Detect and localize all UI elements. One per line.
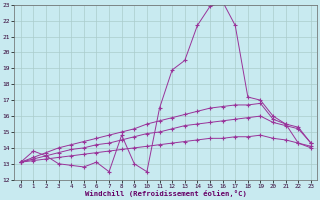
X-axis label: Windchill (Refroidissement éolien,°C): Windchill (Refroidissement éolien,°C) (85, 190, 247, 197)
